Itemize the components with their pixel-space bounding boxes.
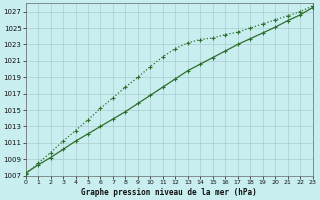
X-axis label: Graphe pression niveau de la mer (hPa): Graphe pression niveau de la mer (hPa) xyxy=(81,188,257,197)
